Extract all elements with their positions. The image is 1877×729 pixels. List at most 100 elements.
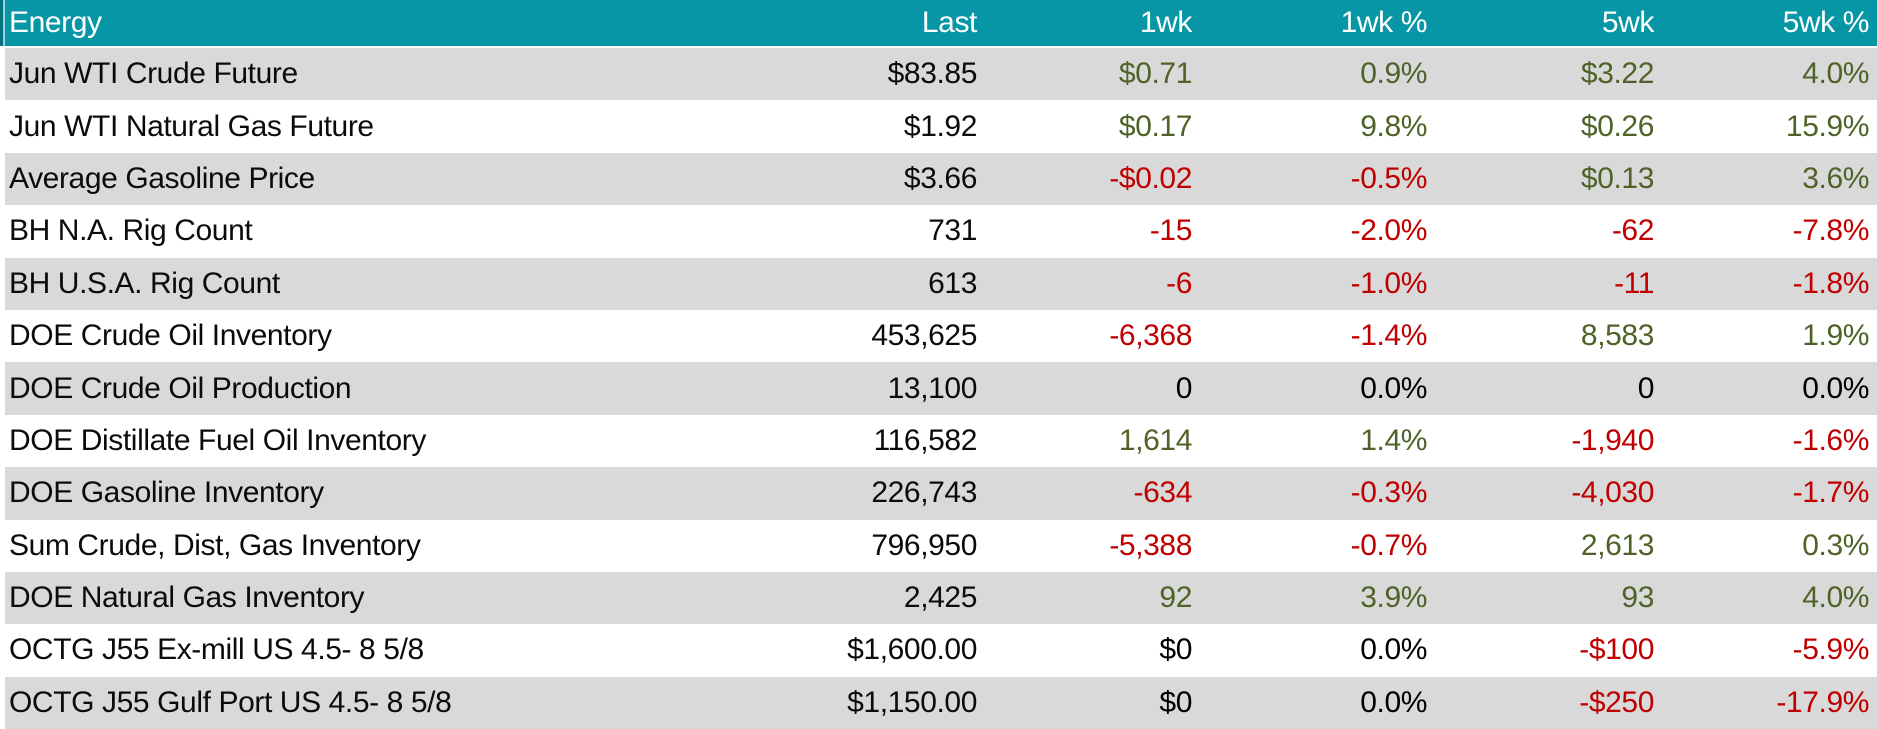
cell-energy-label[interactable]: Average Gasoline Price xyxy=(9,161,315,195)
cell-5wk-pct[interactable]: 0.3% xyxy=(1802,528,1869,562)
cell-1wk[interactable]: $0 xyxy=(1159,685,1192,719)
cell-1wk[interactable]: -$0.02 xyxy=(1109,161,1192,195)
cell-1wk[interactable]: $0.71 xyxy=(1118,57,1192,91)
header-energy[interactable]: Energy xyxy=(9,6,102,39)
header-5wk-pct[interactable]: 5wk % xyxy=(1782,6,1870,39)
cell-1wk-pct[interactable]: 3.9% xyxy=(1360,581,1427,615)
header-1wk[interactable]: 1wk xyxy=(1139,6,1193,39)
cell-1wk[interactable]: -5,388 xyxy=(1109,528,1192,562)
cell-1wk-pct[interactable]: -0.7% xyxy=(1350,528,1428,562)
table-row: Average Gasoline Price $3.66 -$0.02 -0.5… xyxy=(0,152,1877,206)
cell-5wk-pct[interactable]: 4.0% xyxy=(1802,57,1869,91)
table-row: BH U.S.A. Rig Count 613 -6 -1.0% -11 -1.… xyxy=(0,257,1877,310)
cell-5wk-pct[interactable]: -5.9% xyxy=(1792,633,1870,667)
table-header-row: Energy Last 1wk 1wk % 5wk 5wk % xyxy=(0,0,1877,48)
table-row: OCTG J55 Gulf Port US 4.5- 8 5/8 $1,150.… xyxy=(0,676,1877,729)
cell-5wk-pct[interactable]: -7.8% xyxy=(1792,214,1870,248)
cell-5wk[interactable]: -11 xyxy=(1614,266,1654,300)
cell-5wk[interactable]: -4,030 xyxy=(1571,476,1654,510)
cell-energy-label[interactable]: DOE Crude Oil Inventory xyxy=(9,319,332,353)
cell-energy-label[interactable]: DOE Natural Gas Inventory xyxy=(9,581,365,615)
cell-1wk[interactable]: $0 xyxy=(1159,633,1192,667)
cell-energy-label[interactable]: DOE Distillate Fuel Oil Inventory xyxy=(9,423,426,457)
cell-last[interactable]: 116,582 xyxy=(873,423,978,457)
table-row: DOE Gasoline Inventory 226,743 -634 -0.3… xyxy=(0,467,1877,520)
table-row: DOE Natural Gas Inventory 2,425 92 3.9% … xyxy=(0,571,1877,625)
table-row: DOE Crude Oil Production 13,100 0 0.0% 0… xyxy=(0,362,1877,415)
cell-energy-label[interactable]: BH N.A. Rig Count xyxy=(9,214,253,248)
cell-5wk[interactable]: -$250 xyxy=(1579,685,1654,719)
cell-last[interactable]: 453,625 xyxy=(871,319,977,353)
cell-5wk[interactable]: 8,583 xyxy=(1580,319,1654,353)
cell-last[interactable]: $3.66 xyxy=(903,161,977,195)
cell-5wk-pct[interactable]: 15.9% xyxy=(1785,109,1869,143)
cell-5wk[interactable]: -1,940 xyxy=(1571,423,1654,457)
cell-1wk-pct[interactable]: 0.0% xyxy=(1360,685,1427,719)
cell-last[interactable]: $1,150.00 xyxy=(847,685,977,719)
cell-energy-label[interactable]: Sum Crude, Dist, Gas Inventory xyxy=(9,528,421,562)
cell-energy-label[interactable]: DOE Crude Oil Production xyxy=(9,371,352,405)
cell-5wk[interactable]: -62 xyxy=(1611,214,1655,248)
cell-1wk[interactable]: -6 xyxy=(1166,266,1192,300)
cell-5wk-pct[interactable]: 1.9% xyxy=(1802,319,1869,353)
cell-5wk-pct[interactable]: 3.6% xyxy=(1802,161,1869,195)
table-row: DOE Distillate Fuel Oil Inventory 116,58… xyxy=(0,415,1877,467)
cell-energy-label[interactable]: DOE Gasoline Inventory xyxy=(9,476,324,510)
cell-1wk-pct[interactable]: -1.4% xyxy=(1350,319,1428,353)
cell-last[interactable]: $83.85 xyxy=(887,57,978,91)
cell-1wk[interactable]: -634 xyxy=(1133,476,1193,510)
table-row: DOE Crude Oil Inventory 453,625 -6,368 -… xyxy=(0,310,1877,362)
cell-1wk-pct[interactable]: -0.5% xyxy=(1350,161,1428,195)
cell-5wk-pct[interactable]: -17.9% xyxy=(1776,685,1869,719)
cell-5wk[interactable]: 0 xyxy=(1637,371,1655,405)
cell-5wk[interactable]: $0.13 xyxy=(1580,161,1654,195)
cell-1wk[interactable]: $0.17 xyxy=(1118,109,1192,143)
cell-energy-label[interactable]: OCTG J55 Gulf Port US 4.5- 8 5/8 xyxy=(9,685,452,719)
cell-5wk[interactable]: -$100 xyxy=(1579,633,1654,667)
cell-last[interactable]: 226,743 xyxy=(871,476,977,510)
cell-5wk[interactable]: 93 xyxy=(1621,581,1654,615)
header-1wk-pct[interactable]: 1wk % xyxy=(1340,6,1428,39)
cell-5wk-pct[interactable]: 4.0% xyxy=(1802,581,1869,615)
table-row: Jun WTI Crude Future $83.85 $0.71 0.9% $… xyxy=(0,48,1877,101)
cell-5wk-pct[interactable]: -1.7% xyxy=(1792,476,1870,510)
header-5wk[interactable]: 5wk xyxy=(1601,6,1655,39)
cell-1wk-pct[interactable]: 9.8% xyxy=(1360,109,1427,143)
cell-1wk-pct[interactable]: -0.3% xyxy=(1350,476,1428,510)
cell-5wk-pct[interactable]: -1.6% xyxy=(1792,423,1870,457)
cell-1wk-pct[interactable]: 0.0% xyxy=(1360,633,1427,667)
cell-5wk[interactable]: 2,613 xyxy=(1580,528,1654,562)
cell-last[interactable]: $1.92 xyxy=(903,109,977,143)
cell-last[interactable]: 613 xyxy=(928,266,977,300)
cell-energy-label[interactable]: Jun WTI Crude Future xyxy=(9,57,298,91)
cell-5wk-pct[interactable]: 0.0% xyxy=(1802,371,1869,405)
cell-last[interactable]: 2,425 xyxy=(903,581,977,615)
cell-last[interactable]: 13,100 xyxy=(887,371,978,405)
cell-energy-label[interactable]: OCTG J55 Ex-mill US 4.5- 8 5/8 xyxy=(9,633,424,667)
table-row: Jun WTI Natural Gas Future $1.92 $0.17 9… xyxy=(0,100,1877,152)
cell-1wk-pct[interactable]: 1.4% xyxy=(1360,423,1427,457)
cell-1wk[interactable]: 1,614 xyxy=(1118,423,1192,457)
cell-1wk[interactable]: 92 xyxy=(1159,581,1192,615)
table-row: BH N.A. Rig Count 731 -15 -2.0% -62 -7.8… xyxy=(0,205,1877,257)
cell-5wk[interactable]: $3.22 xyxy=(1580,57,1654,91)
cell-last[interactable]: $1,600.00 xyxy=(847,633,977,667)
header-last[interactable]: Last xyxy=(921,6,978,39)
cell-energy-label[interactable]: Jun WTI Natural Gas Future xyxy=(9,109,374,143)
cell-5wk[interactable]: $0.26 xyxy=(1580,109,1654,143)
table-row: OCTG J55 Ex-mill US 4.5- 8 5/8 $1,600.00… xyxy=(0,624,1877,676)
cell-1wk[interactable]: -6,368 xyxy=(1109,319,1192,353)
cell-1wk-pct[interactable]: -2.0% xyxy=(1350,214,1428,248)
cell-1wk-pct[interactable]: 0.0% xyxy=(1360,371,1427,405)
cell-energy-label[interactable]: BH U.S.A. Rig Count xyxy=(9,266,280,300)
cell-1wk[interactable]: -15 xyxy=(1149,214,1193,248)
cell-last[interactable]: 796,950 xyxy=(871,528,977,562)
cell-1wk-pct[interactable]: -1.0% xyxy=(1350,266,1428,300)
table-body: Jun WTI Crude Future $83.85 $0.71 0.9% $… xyxy=(0,48,1877,729)
cell-1wk-pct[interactable]: 0.9% xyxy=(1360,57,1427,91)
table-row: Sum Crude, Dist, Gas Inventory 796,950 -… xyxy=(0,520,1877,572)
cell-1wk[interactable]: 0 xyxy=(1175,371,1193,405)
cell-last[interactable]: 731 xyxy=(928,214,977,248)
cell-5wk-pct[interactable]: -1.8% xyxy=(1792,266,1870,300)
